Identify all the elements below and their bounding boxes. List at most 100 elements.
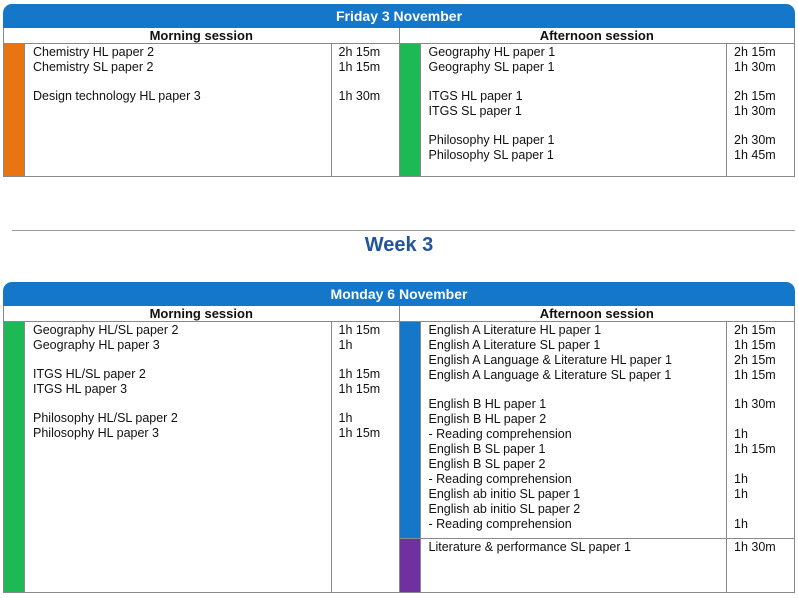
exam-name: Chemistry SL paper 2 xyxy=(33,60,154,74)
morning-session: Morning session Chemistry HL paper 2 2h 1… xyxy=(4,28,399,176)
exam-name: English B SL paper 2 xyxy=(428,457,546,471)
exam-duration: 2h 15m xyxy=(734,353,776,367)
exam-row: English A Language & Literature SL paper… xyxy=(421,368,795,383)
subject-color-bar xyxy=(399,44,421,176)
sessions-row: Morning session Chemistry HL paper 2 2h 1… xyxy=(3,28,795,177)
exam-name: ITGS HL paper 3 xyxy=(33,382,128,396)
exam-row: English A Literature HL paper 1 2h 15m xyxy=(421,323,795,338)
exam-name: Geography HL paper 3 xyxy=(33,338,160,352)
exam-list: Chemistry HL paper 2 2h 15m Chemistry SL p… xyxy=(25,44,399,176)
exam-name: ITGS SL paper 1 xyxy=(428,104,522,118)
exam-duration: 1h 30m xyxy=(734,60,776,74)
exam-row: Philosophy SL paper 1 1h 45m xyxy=(421,148,795,163)
exam-duration xyxy=(727,457,794,472)
exam-name: Philosophy SL paper 1 xyxy=(428,148,554,162)
session-body: English A Literature HL paper 1 2h 15m Eng… xyxy=(399,322,795,592)
exam-name: Geography HL/SL paper 2 xyxy=(33,323,179,337)
day-header: Friday 3 November xyxy=(3,4,795,28)
exam-name: Philosophy HL paper 1 xyxy=(428,133,555,147)
exam-name: English ab initio SL paper 1 xyxy=(428,487,581,501)
sessions-row: Morning session Geography HL/SL paper 2 1… xyxy=(3,306,795,593)
exam-name: English B SL paper 1 xyxy=(428,442,546,456)
exam-duration: 1h xyxy=(338,338,353,352)
exam-row: Geography SL paper 1 1h 30m xyxy=(421,60,795,75)
exam-row: - Reading comprehension 1h xyxy=(421,517,795,532)
exam-duration: 1h 30m xyxy=(734,104,776,118)
exam-row: English A Language & Literature HL paper… xyxy=(421,353,795,368)
exam-row: ITGS HL/SL paper 2 1h 15m xyxy=(25,367,399,382)
session-title: Afternoon session xyxy=(399,28,794,44)
exam-duration: 1h 15m xyxy=(338,367,381,381)
afternoon-session: Afternoon session Geography HL paper 1 2h… xyxy=(398,28,795,176)
exam-name: English B HL paper 2 xyxy=(428,412,547,426)
exam-row: ITGS HL paper 3 1h 15m xyxy=(25,382,399,397)
exam-row: English B HL paper 1 1h 30m xyxy=(421,397,795,412)
subject-color-bar xyxy=(4,44,25,176)
exam-row: English B SL paper 1 1h 15m xyxy=(421,442,795,457)
exam-name: English A Literature HL paper 1 xyxy=(428,323,602,337)
afternoon-session: Afternoon session English A Literature H… xyxy=(398,306,795,592)
exam-duration: 1h xyxy=(734,517,748,531)
exam-row: Chemistry SL paper 2 1h 15m xyxy=(25,60,399,75)
exam-name: Chemistry HL paper 2 xyxy=(33,45,155,59)
exam-duration xyxy=(727,412,794,427)
exam-name: Geography HL paper 1 xyxy=(428,45,556,59)
exam-duration: 2h 15m xyxy=(734,323,776,337)
session-title: Afternoon session xyxy=(399,306,794,322)
exam-duration: 1h xyxy=(734,427,748,441)
exam-name: ITGS HL/SL paper 2 xyxy=(33,367,146,381)
exam-duration: 1h 15m xyxy=(734,442,776,456)
exam-duration: 1h xyxy=(734,487,748,501)
exam-duration: 1h xyxy=(338,411,353,425)
exam-name: English ab initio SL paper 2 xyxy=(428,502,581,516)
exam-row: English ab initio SL paper 1 1h xyxy=(421,487,795,502)
exam-row: Design technology HL paper 3 1h 30m xyxy=(25,89,399,104)
exam-row: Literature & performance SL paper 1 1h 30… xyxy=(421,540,795,555)
exam-list: Geography HL paper 1 2h 15m Geography SL p… xyxy=(421,44,795,176)
subject-color-bar xyxy=(4,322,25,592)
exam-row: English B HL paper 2 xyxy=(421,412,795,427)
exam-duration: 1h 30m xyxy=(338,89,381,103)
exam-row: ITGS HL paper 1 2h 15m xyxy=(421,89,795,104)
morning-session: Morning session Geography HL/SL paper 2 1… xyxy=(4,306,399,592)
exam-row: Chemistry HL paper 2 2h 15m xyxy=(25,45,399,60)
exam-row: Geography HL paper 3 1h xyxy=(25,338,399,353)
exam-duration: 1h 30m xyxy=(734,540,776,554)
exam-group: English A Literature HL paper 1 2h 15m Eng… xyxy=(399,322,795,538)
exam-row: - Reading comprehension 1h xyxy=(421,427,795,442)
exam-duration: 2h 30m xyxy=(734,133,776,147)
exam-duration: 1h 15m xyxy=(338,382,381,396)
exam-name: - Reading comprehension xyxy=(428,517,572,531)
section-divider xyxy=(12,230,795,231)
exam-duration: 1h 30m xyxy=(734,397,776,411)
exam-duration: 1h 15m xyxy=(338,60,381,74)
day-monday: Monday 6 November Morning session Geogra… xyxy=(3,282,795,593)
exam-duration: 1h xyxy=(734,472,748,486)
week-title: Week 3 xyxy=(364,234,434,256)
exam-row: Geography HL paper 1 2h 15m xyxy=(421,45,795,60)
session-body: Chemistry HL paper 2 2h 15m Chemistry SL p… xyxy=(4,44,399,176)
exam-name: ITGS HL paper 1 xyxy=(428,89,523,103)
exam-duration: 1h 15m xyxy=(734,368,776,382)
exam-duration: 2h 15m xyxy=(338,45,381,59)
exam-row: English ab initio SL paper 2 xyxy=(421,502,795,517)
exam-duration xyxy=(727,502,794,517)
exam-duration: 1h 45m xyxy=(734,148,776,162)
session-body: Geography HL/SL paper 2 1h 15m Geography H… xyxy=(4,322,399,592)
exam-group: Geography HL paper 1 2h 15m Geography SL p… xyxy=(399,44,795,176)
exam-row: English A Literature SL paper 1 1h 15m xyxy=(421,338,795,353)
exam-list: English A Literature HL paper 1 2h 15m Eng… xyxy=(421,322,795,538)
exam-group: Chemistry HL paper 2 2h 15m Chemistry SL p… xyxy=(4,44,399,176)
exam-name: - Reading comprehension xyxy=(428,472,572,486)
exam-row: Philosophy HL paper 1 2h 30m xyxy=(421,133,795,148)
subject-color-bar xyxy=(399,322,421,538)
exam-name: - Reading comprehension xyxy=(428,427,572,441)
exam-name: Design technology HL paper 3 xyxy=(33,89,201,103)
day-friday: Friday 3 November Morning session Chemis… xyxy=(3,4,795,177)
session-title: Morning session xyxy=(4,306,399,322)
exam-duration: 1h 15m xyxy=(734,338,776,352)
exam-name: Philosophy HL/SL paper 2 xyxy=(33,411,178,425)
exam-name: English A Language & Literature SL paper… xyxy=(428,368,672,382)
exam-row: Philosophy HL/SL paper 2 1h xyxy=(25,411,399,426)
session-title: Morning session xyxy=(4,28,399,44)
